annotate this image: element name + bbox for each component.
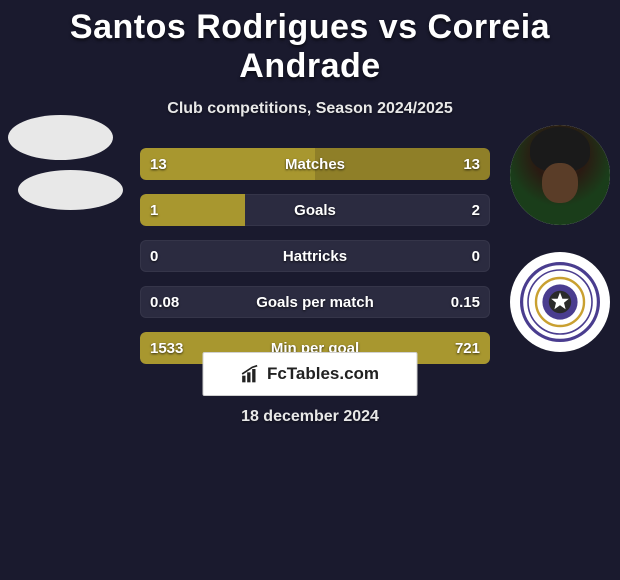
stat-row: 1313Matches — [140, 148, 490, 180]
stat-value-right: 0 — [472, 240, 480, 272]
stat-value-left: 0 — [150, 240, 158, 272]
bar-chart-icon — [241, 364, 261, 384]
stat-value-right: 2 — [472, 194, 480, 226]
stat-row: 0 0Hattricks — [140, 240, 490, 272]
stat-row: 12Goals — [140, 194, 490, 226]
stat-value-left: 0.08 — [150, 286, 179, 318]
stat-label: Goals per match — [140, 286, 490, 318]
stat-row: 0.08 0.15Goals per match — [140, 286, 490, 318]
stat-label: Hattricks — [140, 240, 490, 272]
page-title: Santos Rodrigues vs Correia Andrade — [0, 0, 620, 86]
bar-fill-right — [315, 148, 490, 180]
brand-text: FcTables.com — [267, 364, 379, 384]
brand-attribution: FcTables.com — [203, 352, 418, 396]
comparison-chart: 1313Matches 12Goals 0 0Hattricks 0.08 0.15Goa… — [0, 148, 620, 368]
stat-value-right: 0.15 — [451, 286, 480, 318]
page-subtitle: Club competitions, Season 2024/2025 — [0, 100, 620, 118]
bar-fill-left — [140, 148, 315, 180]
bar-fill-left — [140, 194, 245, 226]
generation-date: 18 december 2024 — [0, 408, 620, 426]
